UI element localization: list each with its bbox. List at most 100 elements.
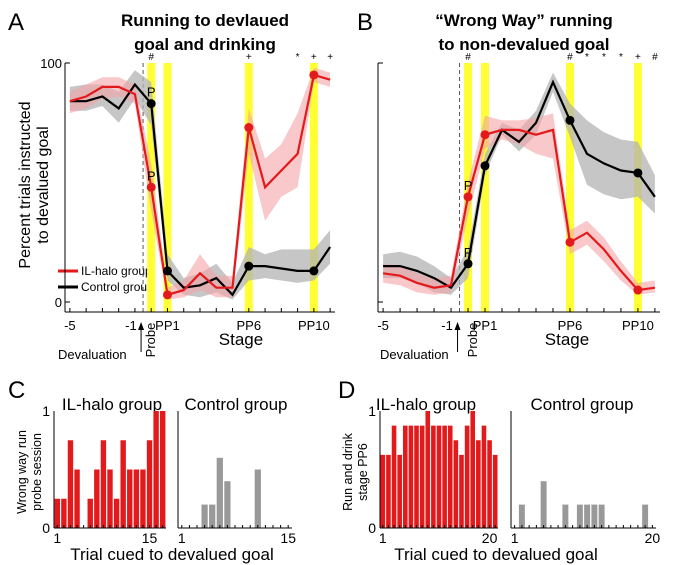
panel-a-x-tick-label-2: PP1 — [155, 318, 180, 333]
panel-c-il-y-tick-label-top: 1 — [42, 403, 50, 419]
panel-a-il-halo-marker-3 — [309, 70, 319, 80]
panel-b-title-line-1: “Wrong Way” running — [435, 11, 613, 30]
panel-d-control-bar-12 — [591, 504, 598, 528]
panel-d-il-x-tick-label-first: 1 — [379, 530, 387, 546]
panel-b-significance-3: * — [602, 52, 606, 63]
panel-a-control-marker-label: P — [147, 85, 156, 100]
legend-label-control: Control group — [81, 280, 154, 294]
panel-c-control-bar-11 — [254, 469, 261, 528]
panel-d-il-y-tick-label-bottom: 0 — [368, 520, 376, 536]
panel-a-significance-1: + — [246, 52, 252, 63]
panel-d-il-bar-11 — [436, 425, 442, 528]
panel-b-control-sem-band — [383, 72, 655, 295]
panel-c-il-bar-2 — [61, 498, 67, 528]
panel-a-control-marker-0 — [146, 99, 156, 109]
panel-a-highlight-3 — [309, 63, 318, 312]
panel-a-title-line-2: goal and drinking — [134, 35, 276, 54]
panel-a-y-tick-label-0: 100 — [40, 56, 62, 71]
panel-a-xlabel: Stage — [219, 330, 263, 349]
panel-b-control-marker-3 — [633, 168, 643, 178]
line-ylabel-line-2: to devalued goal — [35, 126, 52, 243]
panel-d-ylabel-line-1: Run and drink — [341, 432, 355, 511]
panel-a-control-line — [69, 82, 332, 297]
panel-letter-c: C — [8, 377, 25, 404]
panel-b-significance-2: * — [585, 52, 589, 63]
panel-d-il-bar-8 — [419, 425, 425, 528]
panel-b-highlight-1 — [481, 63, 490, 312]
panel-d-il-bar-4 — [397, 454, 402, 528]
panel-a-x-tick-label-4: PP10 — [298, 318, 330, 333]
panel-a-x-tick-label-0: -5 — [64, 318, 76, 333]
panel-d-control-x-tick-label-last: 20 — [645, 530, 661, 546]
panel-c-control-histogram: 1 15 — [177, 411, 296, 546]
panel-b-control-line — [383, 79, 656, 290]
panel-d-ylabel-line-2: stage PP6 — [356, 443, 370, 501]
panel-d-il-bar-10 — [431, 425, 436, 528]
panel-c-il-bar-11 — [120, 440, 126, 528]
legend-label-il-halo: IL-halo group — [81, 264, 152, 278]
panel-a-control-marker-3 — [309, 266, 319, 276]
panel-d-il-bar-12 — [442, 425, 447, 528]
panel-b-x-tick-label-3: PP6 — [558, 318, 583, 333]
panel-c-il-bar-14 — [140, 469, 146, 528]
panel-b-probe-label: Probe — [465, 323, 480, 358]
panel-b-x-tick-label-2: PP1 — [473, 318, 498, 333]
panel-c-il-bar-9 — [107, 469, 113, 528]
panel-b-title-line-2: to non-devalued goal — [439, 35, 610, 54]
panel-b-il-halo-marker-0 — [463, 192, 473, 202]
panel-c-il-bar-17 — [160, 411, 166, 528]
panel-a-x-tick-label-3: PP6 — [237, 318, 262, 333]
panel-c-il-bar-13 — [133, 469, 140, 528]
panel-b-control-marker-2 — [565, 115, 575, 125]
panel-d-xlabel: Trial cued to devalued goal — [394, 545, 598, 564]
panel-c-il-bar-16 — [153, 411, 159, 528]
panel-d-il-bar-21 — [492, 454, 498, 528]
panel-a-il-halo-marker-0 — [146, 182, 156, 192]
panel-c-control-bar-4 — [201, 504, 208, 528]
panel-a-control-marker-1 — [162, 266, 172, 276]
panel-c-control-bar-5 — [209, 504, 216, 528]
panel-a-y-tick-label-1: 0 — [55, 295, 62, 310]
panel-a-il-halo-marker-1 — [162, 290, 172, 300]
panel-b-control-marker-1 — [480, 161, 490, 171]
panel-d-il-x-tick-label-last: 20 — [482, 530, 498, 546]
panel-a-significance-2: * — [296, 52, 300, 63]
line-ylabel-line-1: Percent trials instructed — [17, 101, 34, 268]
panel-b-plot: P P -5 -1 PP1 PP6 PP10 # # * * * + # — [377, 52, 660, 352]
panel-d-control-bar-19 — [642, 504, 649, 528]
panel-b-x-tick-label-4: PP10 — [622, 318, 654, 333]
panel-c-ylabel-line-1: Wrong way run — [15, 430, 29, 514]
panel-d-control-title: Control group — [530, 395, 633, 414]
panel-letter-d: D — [338, 377, 355, 404]
panel-d-il-bar-14 — [453, 440, 459, 528]
panel-c-il-bar-8 — [100, 440, 107, 528]
panel-c-il-y-tick-label-bottom: 0 — [42, 520, 50, 536]
panel-b-significance-0: # — [465, 52, 471, 63]
panel-c-il-bar-6 — [87, 498, 93, 528]
panel-c-control-bar-7 — [224, 481, 231, 528]
panel-b-devaluation-label: Devaluation — [380, 347, 449, 362]
panel-a-il-halo-marker-2 — [244, 123, 254, 133]
panel-b-highlight-2 — [565, 63, 574, 312]
panel-a-devaluation-label: Devaluation — [58, 347, 127, 362]
panel-letter-b: B — [357, 9, 373, 36]
panel-c-il-bar-10 — [113, 498, 120, 528]
panel-d-il-bar-9 — [425, 411, 431, 528]
panel-d-il-bar-18 — [476, 440, 481, 528]
panel-b-il-halo-marker-1 — [480, 130, 490, 140]
panel-d-control-bar-11 — [584, 504, 591, 528]
panel-a-significance-4: + — [327, 52, 333, 63]
panel-b-il-halo-sem-band — [383, 113, 655, 295]
panel-d-control-bar-13 — [598, 504, 605, 528]
panel-c-control-x-tick-label-first: 1 — [178, 530, 186, 546]
panel-a-probe-arrowhead — [138, 322, 145, 330]
panel-d-il-bar-2 — [386, 454, 391, 528]
panel-b-il-halo-marker-label: P — [464, 178, 473, 193]
panel-a-il-halo-marker-label: P — [147, 168, 156, 183]
panel-d-il-bar-1 — [380, 454, 386, 528]
panel-d-il-bar-15 — [459, 454, 464, 528]
panel-c-il-bar-1 — [54, 498, 60, 528]
panel-d-il-bar-16 — [464, 425, 470, 528]
